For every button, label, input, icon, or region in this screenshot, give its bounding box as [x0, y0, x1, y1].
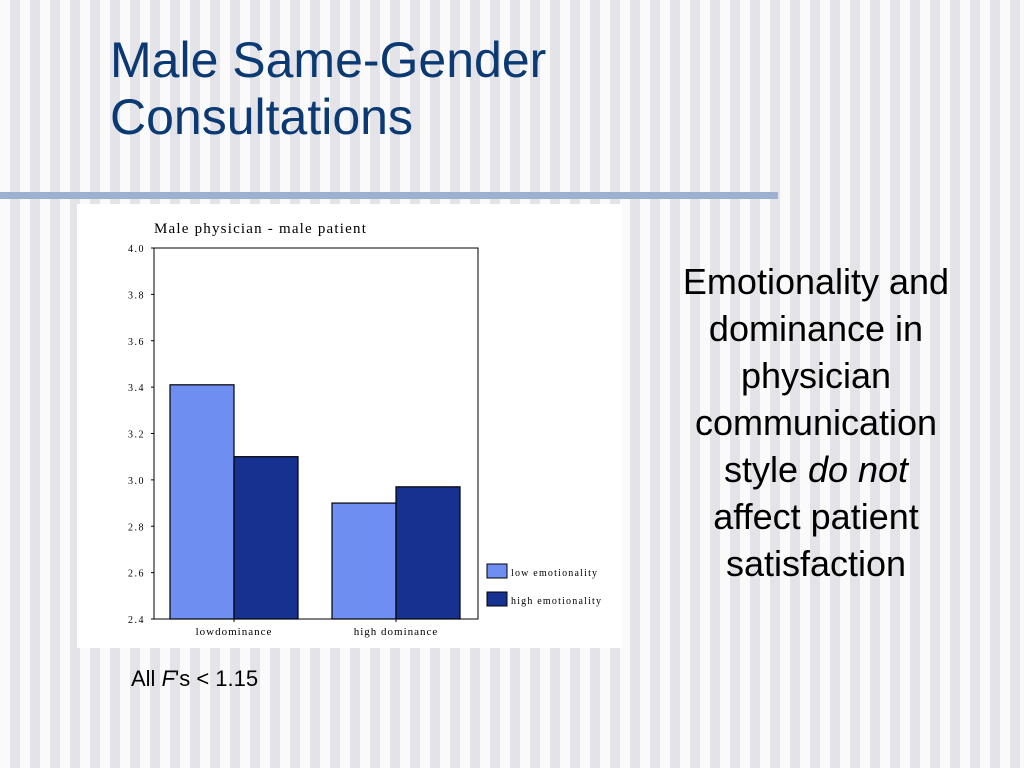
- bar-chart: Male physician - male patient 2.4 2.6 2.8 3…: [128, 221, 602, 638]
- slide-title-line-2: Consultations: [110, 89, 413, 145]
- side-text: Emotionality and dominance in physician …: [638, 258, 994, 587]
- side-text-line-1: Emotionality and: [682, 261, 950, 302]
- y-tick-label: 2.8: [128, 522, 145, 533]
- side-text-line-5-prefix: style: [723, 449, 808, 490]
- legend: low emotionality high emotionality: [486, 563, 602, 607]
- footnote-emphasis: F: [161, 666, 176, 691]
- y-axis: 2.4 2.6 2.8 3.0 3.2 3.4 3.6 3.8 4.0: [128, 244, 154, 626]
- bar-high-emotionality-high-dominance: [395, 486, 461, 620]
- side-text-line-4: communication: [694, 402, 938, 443]
- y-tick-label: 2.6: [128, 569, 145, 580]
- x-category-label: high dominance: [354, 626, 439, 638]
- side-text-line-3: physician: [740, 355, 892, 396]
- title-divider: [0, 192, 778, 199]
- legend-label: low emotionality: [511, 568, 598, 579]
- y-tick-label: 3.6: [128, 337, 145, 348]
- y-tick-label: 3.2: [128, 430, 145, 441]
- y-tick-label: 4.0: [128, 244, 145, 255]
- legend-label: high emotionality: [511, 596, 602, 607]
- side-text-emphasis: do not: [807, 449, 909, 490]
- side-text-line-2: dominance in: [708, 308, 924, 349]
- bar-high-emotionality-low-dominance: [233, 456, 299, 620]
- legend-swatch: [486, 563, 508, 579]
- y-tick-label: 3.0: [128, 476, 145, 487]
- bar-low-emotionality-high-dominance: [331, 502, 397, 620]
- chart-title: Male physician - male patient: [154, 221, 367, 237]
- y-tick-label: 3.8: [128, 290, 145, 301]
- footnote-prefix: All: [131, 666, 162, 691]
- side-text-line-7: satisfaction: [725, 543, 907, 584]
- footnote-suffix: 's < 1.15: [175, 666, 259, 691]
- bar-low-emotionality-low-dominance: [169, 384, 235, 620]
- bars: [169, 384, 461, 620]
- y-tick-label: 3.4: [128, 383, 145, 394]
- x-category-label: lowdominance: [196, 626, 273, 638]
- x-axis: lowdominance high dominance: [196, 619, 439, 638]
- footnote: All F's < 1.15: [131, 666, 258, 692]
- chart-panel: Male physician - male patient 2.4 2.6 2.8 3…: [77, 204, 622, 648]
- y-tick-label: 2.4: [128, 615, 145, 626]
- slide-title: Male Same-Gender Consultations: [110, 32, 546, 146]
- slide-title-line-1: Male Same-Gender: [110, 32, 547, 88]
- legend-swatch: [486, 591, 508, 607]
- side-text-line-6: affect patient: [713, 496, 919, 537]
